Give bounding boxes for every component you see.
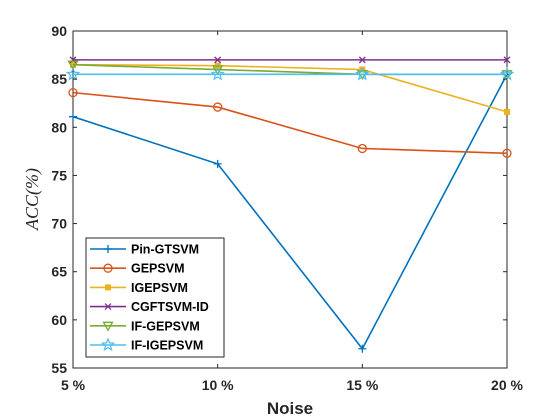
legend-marker <box>105 284 111 291</box>
data-point <box>210 66 225 81</box>
legend-label: Pin-GTSVM <box>131 243 199 257</box>
series-cgftsvm-id <box>69 56 511 64</box>
data-point <box>358 56 366 64</box>
series-gepsvm <box>68 87 512 158</box>
data-point <box>504 108 510 115</box>
data-point <box>499 66 515 81</box>
y-tick-label: 70 <box>51 216 67 232</box>
legend-box <box>85 237 225 358</box>
legend-marker <box>100 337 116 352</box>
legend-item: Pin-GTSVM <box>90 243 199 257</box>
series-line <box>72 63 508 113</box>
x-tick-label: 10 % <box>202 377 234 393</box>
x-tick-label: 15 % <box>346 377 378 393</box>
legend-marker <box>102 321 114 332</box>
series-layer <box>65 56 515 353</box>
data-point <box>69 56 77 64</box>
y-tick-label: 65 <box>51 264 67 280</box>
series-if-igepsvm <box>65 66 515 81</box>
legend-item: IGEPSVM <box>90 281 188 295</box>
data-point <box>68 87 78 98</box>
y-tick-label: 90 <box>51 23 67 39</box>
legend-item: CGFTSVM-ID <box>90 300 209 314</box>
data-point <box>357 143 367 154</box>
legend: Pin-GTSVM GEPSVM IGEPSVM CGFTSVM-ID IF-GEPSV… <box>85 237 225 358</box>
legend-item: GEPSVM <box>90 262 185 276</box>
data-point <box>213 102 223 112</box>
x-tick-label: 20 % <box>491 377 523 393</box>
y-tick-label: 55 <box>51 360 67 376</box>
x-axis-label: Noise <box>267 399 313 418</box>
legend-marker <box>104 303 112 311</box>
data-point <box>358 344 367 353</box>
legend-label: IF-IGEPSVM <box>131 339 203 353</box>
legend-label: IF-GEPSVM <box>131 319 200 333</box>
legend-marker <box>104 245 112 253</box>
data-point <box>355 66 370 81</box>
legend-item: IF-GEPSVM <box>90 319 200 333</box>
y-tick-label: 60 <box>51 312 67 328</box>
data-point <box>65 66 81 81</box>
y-tick-label: 75 <box>51 167 67 183</box>
axes-layer: 55 60 65 70 75 80 85 90 5 % 10 % 15 % 20 % <box>51 23 523 393</box>
data-point <box>213 159 222 168</box>
series-line <box>72 91 508 155</box>
x-tick-label: 5 % <box>61 377 86 393</box>
legend-label: GEPSVM <box>131 262 185 276</box>
series-line <box>72 73 508 351</box>
y-tick-label: 80 <box>51 119 67 135</box>
data-point <box>502 148 512 158</box>
legend-item: IF-IGEPSVM <box>90 337 203 353</box>
data-point <box>214 56 222 64</box>
legend-label: IGEPSVM <box>131 281 188 295</box>
data-point <box>503 56 511 64</box>
data-point <box>67 60 79 71</box>
legend-marker <box>103 263 113 273</box>
legend-label: CGFTSVM-ID <box>131 300 209 314</box>
data-point <box>69 112 77 121</box>
y-tick-label: 85 <box>51 71 67 87</box>
y-axis-label: ACC(%) <box>22 168 43 231</box>
data-point <box>212 65 224 76</box>
